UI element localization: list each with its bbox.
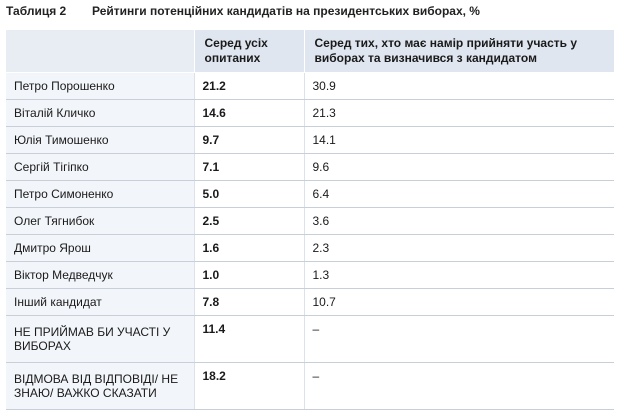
candidate-name: Сергій Тігіпко [6, 153, 195, 181]
value-all: 5.0 [194, 180, 305, 208]
table-title: Рейтинги потенційних кандидатів на прези… [92, 4, 480, 18]
candidate-name: НЕ ПРИЙМАВ БИ УЧАСТІ У ВИБОРАХ [6, 315, 195, 363]
header-candidate [6, 30, 195, 73]
value-all: 21.2 [194, 72, 305, 100]
value-all: 14.6 [194, 99, 305, 127]
table-number: Таблиця 2 [6, 4, 67, 18]
value-all: 7.8 [194, 288, 305, 316]
candidate-name: ВІДМОВА ВІД ВІДПОВІДІ/ НЕ ЗНАЮ/ ВАЖКО СК… [6, 362, 195, 410]
table-row: Олег Тягнибок 2.5 3.6 [6, 207, 614, 235]
candidate-name: Віталій Кличко [6, 99, 195, 127]
value-decided: 30.9 [304, 72, 614, 100]
table-row: Дмитро Ярош 1.6 2.3 [6, 234, 614, 262]
ratings-table: Серед усіх опитаних Серед тих, хто має н… [6, 30, 615, 410]
table-row: НЕ ПРИЙМАВ БИ УЧАСТІ У ВИБОРАХ 11.4 – [6, 315, 614, 363]
value-all: 1.0 [194, 261, 305, 289]
table-row: Віктор Медведчук 1.0 1.3 [6, 261, 614, 289]
value-all: 9.7 [194, 126, 305, 154]
value-all: 1.6 [194, 234, 305, 262]
table-caption: Таблиця 2 Рейтинги потенційних кандидатів… [6, 4, 616, 18]
value-decided: 6.4 [304, 180, 614, 208]
table-row: Петро Симоненко 5.0 6.4 [6, 180, 614, 208]
table-row: Віталій Кличко 14.6 21.3 [6, 99, 614, 127]
table-row: Юлія Тимошенко 9.7 14.1 [6, 126, 614, 154]
value-decided: 3.6 [304, 207, 614, 235]
value-decided: – [304, 315, 614, 363]
table-row: Інший кандидат 7.8 10.7 [6, 288, 614, 316]
candidate-name: Олег Тягнибок [6, 207, 195, 235]
value-all: 18.2 [194, 362, 305, 410]
value-decided: 1.3 [304, 261, 614, 289]
value-decided: – [304, 362, 614, 410]
candidate-name: Дмитро Ярош [6, 234, 195, 262]
table-row: ВІДМОВА ВІД ВІДПОВІДІ/ НЕ ЗНАЮ/ ВАЖКО СК… [6, 362, 614, 410]
value-all: 2.5 [194, 207, 305, 235]
candidate-name: Петро Симоненко [6, 180, 195, 208]
candidate-name: Інший кандидат [6, 288, 195, 316]
header-all-respondents: Серед усіх опитаних [194, 30, 305, 73]
value-decided: 21.3 [304, 99, 614, 127]
header-decided-voters: Серед тих, хто має намір прийняти участь… [304, 30, 615, 73]
candidate-name: Петро Порошенко [6, 72, 195, 100]
value-all: 11.4 [194, 315, 305, 363]
table-row: Сергій Тігіпко 7.1 9.6 [6, 153, 614, 181]
value-decided: 10.7 [304, 288, 614, 316]
table-row: Петро Порошенко 21.2 30.9 [6, 72, 614, 100]
value-all: 7.1 [194, 153, 305, 181]
table-header-row: Серед усіх опитаних Серед тих, хто має н… [6, 30, 615, 73]
value-decided: 9.6 [304, 153, 614, 181]
value-decided: 2.3 [304, 234, 614, 262]
candidate-name: Віктор Медведчук [6, 261, 195, 289]
value-decided: 14.1 [304, 126, 614, 154]
candidate-name: Юлія Тимошенко [6, 126, 195, 154]
